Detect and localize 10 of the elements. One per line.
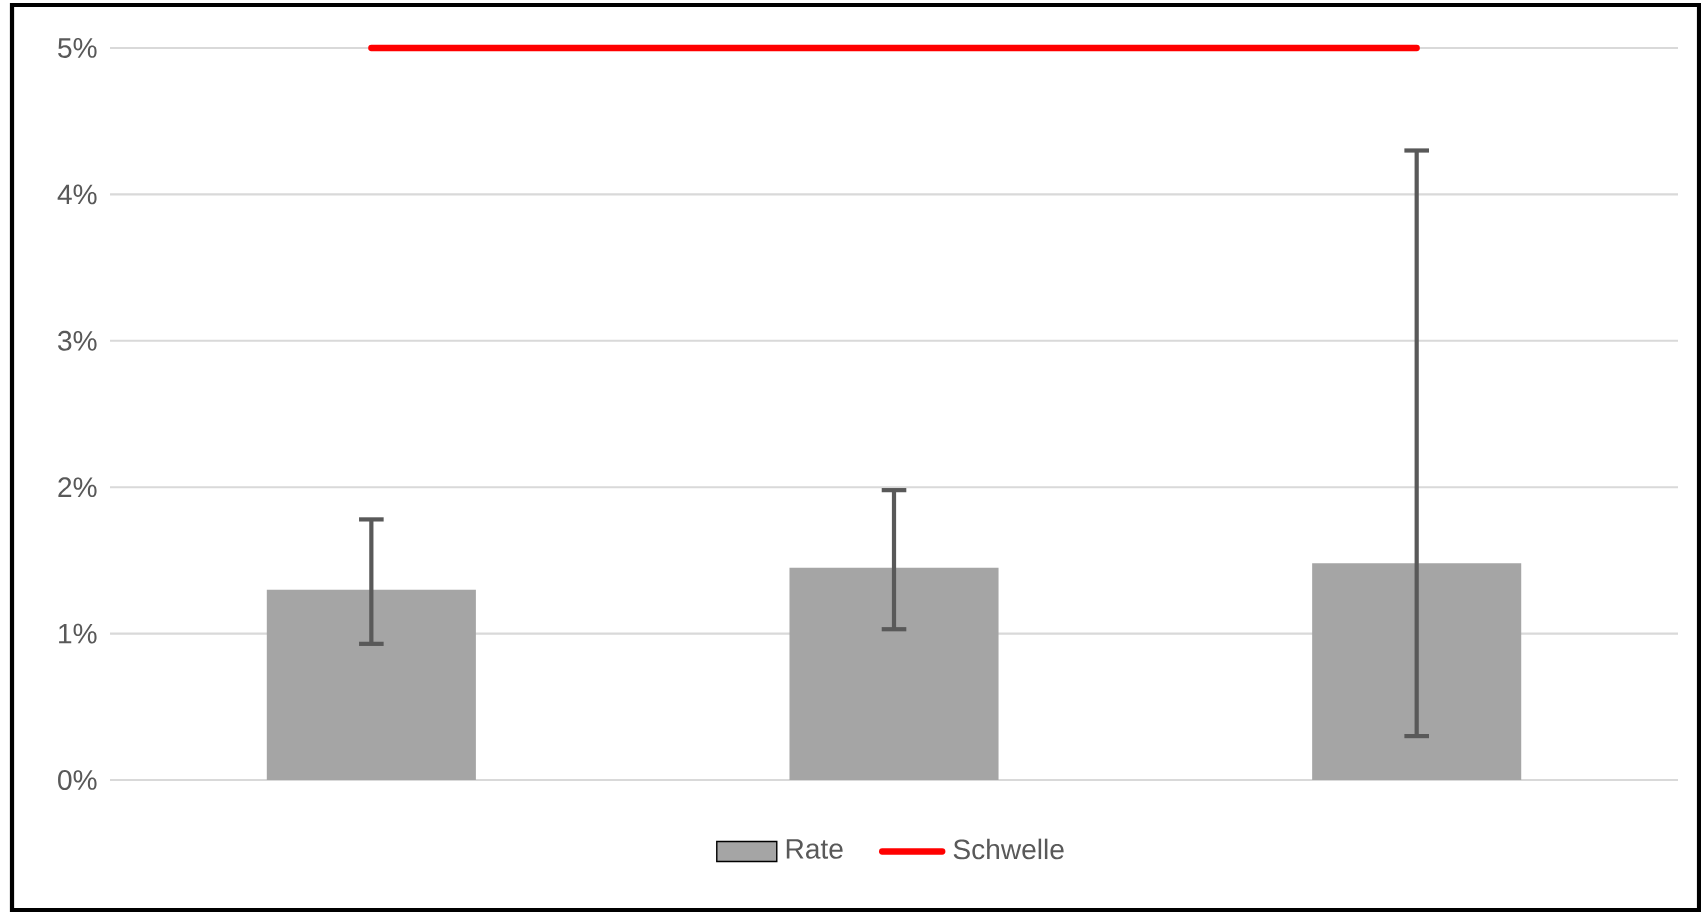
y-tick-label: 4% <box>57 184 97 205</box>
legend-label: Schwelle <box>953 838 1064 860</box>
y-tick-label: 1% <box>59 623 97 644</box>
legend-label: Rate <box>786 839 843 859</box>
y-tick-label: 5% <box>58 38 97 58</box>
y-tick-label: 2% <box>58 477 97 498</box>
y-tick-label: 3% <box>58 330 97 351</box>
y-tick-label: 0% <box>58 770 97 790</box>
bar <box>789 567 999 780</box>
bar <box>266 589 476 780</box>
